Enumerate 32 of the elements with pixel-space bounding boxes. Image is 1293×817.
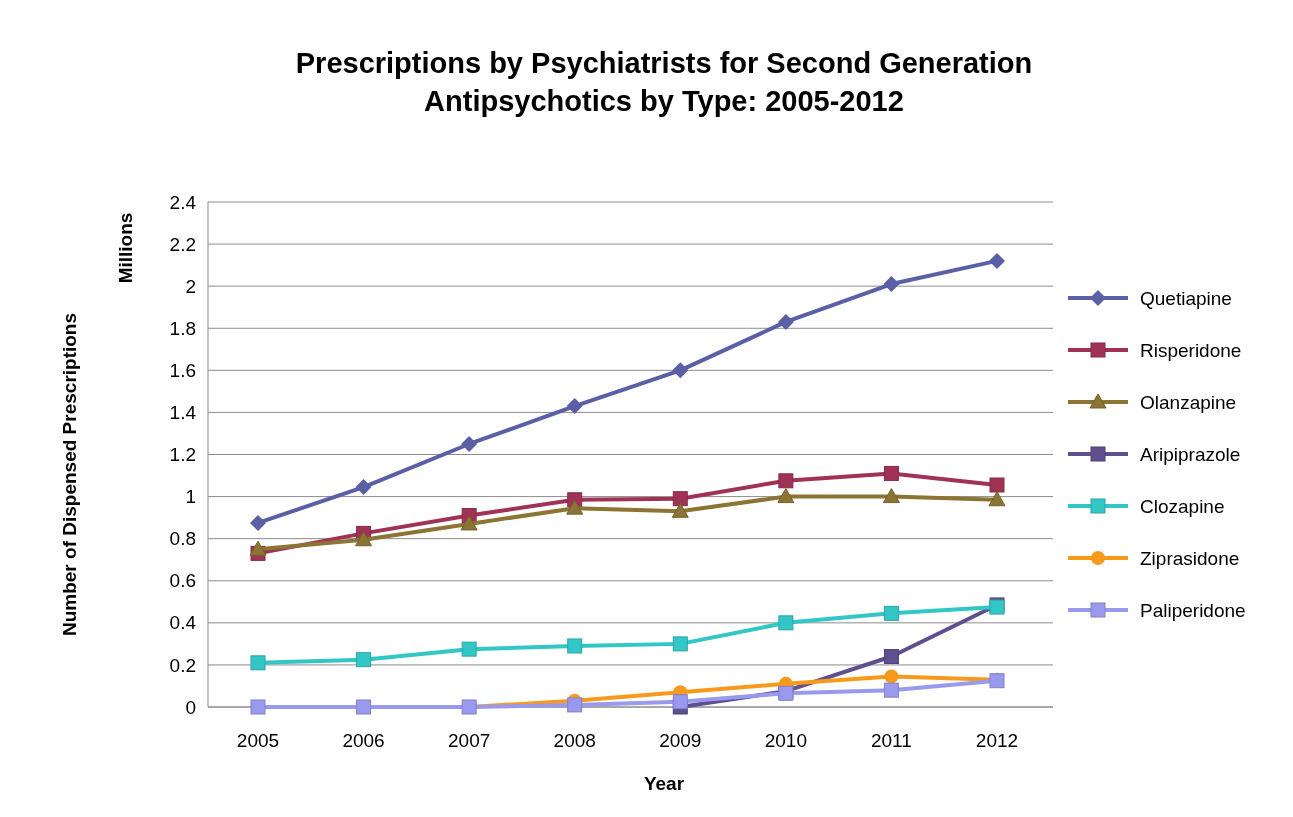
x-tick-label: 2006 [342,730,385,751]
legend-label: Ziprasidone [1140,547,1240,569]
x-axis-title: Year [643,773,685,794]
y-tick-label: 0.6 [169,570,196,592]
y-tick-label: 1.8 [169,317,196,339]
y-tick-label: 0 [185,696,196,718]
legend-label: Risperidone [1140,339,1242,361]
x-tick-label: 2008 [553,730,596,751]
y-tick-label: 0.2 [169,654,196,676]
x-tick-label: 2011 [871,730,912,751]
y-tick-label: 0.4 [169,612,197,634]
legend-label: Aripiprazole [1140,443,1241,465]
y-tick-label: 2.2 [169,233,196,255]
y-tick-label: 1.2 [169,444,196,466]
y-tick-label: 2.4 [169,191,197,213]
y-tick-label: 1 [185,486,196,508]
y-tick-label: 1.6 [169,359,196,381]
y-tick-label: 0.8 [169,528,196,550]
y-tick-label: 2 [185,275,196,297]
x-tick-label: 2005 [236,730,280,751]
x-tick-label: 2010 [764,730,807,751]
x-tick-label: 2012 [975,730,1019,751]
x-tick-label: 2007 [448,730,491,751]
legend-label: Paliperidone [1140,599,1246,621]
y-axis-title: Number of Dispensed Prescriptions [59,312,80,637]
chart-title: Prescriptions by Psychiatrists for Second Generation Antipsychotics by Type: 2005-2012 [295,47,1033,117]
legend-label: Quetiapine [1140,287,1232,309]
text: Millions [115,212,136,284]
x-tick-label: 2009 [659,730,702,751]
legend-label: Olanzapine [1140,391,1237,413]
y-tick-label: 1.4 [169,402,197,424]
legend-label: Clozapine [1140,495,1225,517]
